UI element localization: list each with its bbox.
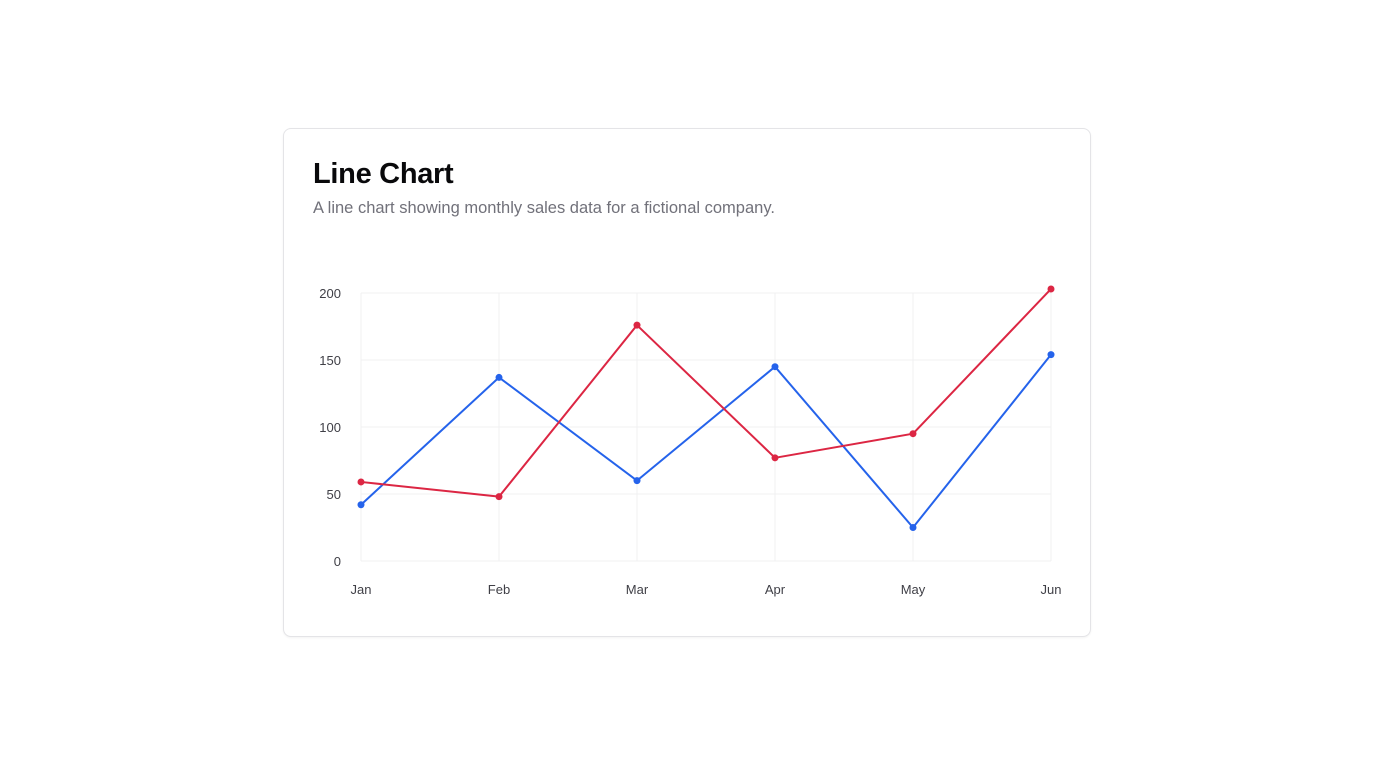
x-tick-label: Jun — [1041, 582, 1062, 597]
series-layer — [357, 285, 1055, 531]
data-point — [357, 478, 365, 486]
y-tick-label: 100 — [319, 420, 341, 435]
data-point — [357, 501, 365, 509]
data-point — [909, 430, 917, 438]
data-point — [1047, 285, 1055, 293]
data-point — [771, 363, 779, 371]
axis-layer: 0 50 100 150 200 Jan Feb Mar Apr May Jun — [319, 286, 1061, 597]
y-tick-label: 0 — [334, 554, 341, 569]
x-tick-label: Mar — [626, 582, 649, 597]
x-tick-label: Apr — [765, 582, 786, 597]
y-tick-label: 200 — [319, 286, 341, 301]
data-point — [495, 493, 503, 501]
y-tick-label: 150 — [319, 353, 341, 368]
x-tick-label: Jan — [351, 582, 372, 597]
series-2 — [357, 285, 1055, 501]
data-point — [633, 477, 641, 485]
y-tick-label: 50 — [327, 487, 341, 502]
data-point — [633, 321, 641, 329]
card-subtitle: A line chart showing monthly sales data … — [313, 199, 775, 217]
data-point — [771, 454, 779, 462]
grid-layer — [360, 292, 1052, 562]
x-tick-label: May — [901, 582, 926, 597]
data-point — [1047, 351, 1055, 359]
data-point — [909, 524, 917, 531]
x-tick-label: Feb — [488, 582, 510, 597]
data-point — [495, 373, 503, 381]
series-line — [360, 354, 1052, 529]
series-line — [360, 288, 1052, 498]
series-1 — [357, 351, 1055, 531]
chart-card: Line Chart A line chart showing monthly … — [283, 128, 1091, 637]
card-title: Line Chart — [313, 158, 454, 190]
